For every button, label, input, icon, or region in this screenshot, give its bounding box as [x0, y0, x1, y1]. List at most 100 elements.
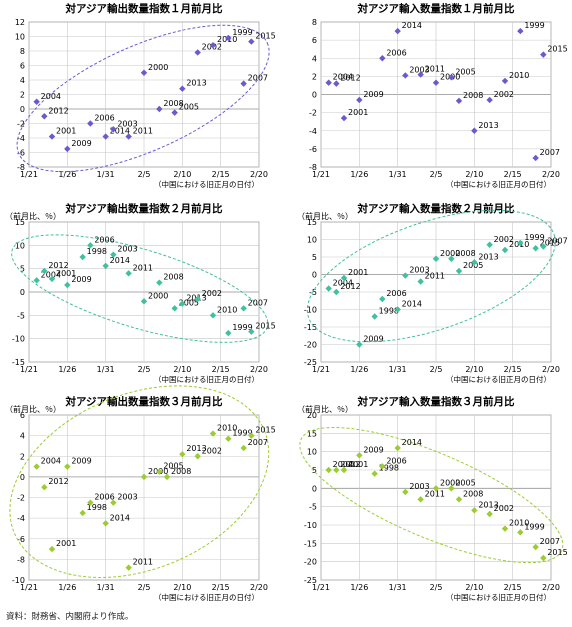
x-axis-caption: （中国における旧正月の日付）	[446, 592, 551, 602]
x-axis-caption: （中国における旧正月の日付）	[446, 374, 551, 384]
point-label: 2002	[494, 90, 514, 99]
data-point	[179, 300, 186, 307]
y-tick-label: -25	[304, 358, 317, 367]
y-tick-label: -4	[309, 127, 317, 136]
data-point	[517, 27, 524, 35]
x-tick-label: 2/20	[250, 583, 268, 592]
data-point	[125, 564, 132, 571]
point-label: 2006	[386, 48, 406, 57]
data-point	[432, 79, 440, 86]
data-point	[448, 255, 455, 262]
x-tick-label: 1/26	[350, 365, 368, 374]
point-label: 2014	[402, 438, 422, 447]
point-label: 2003	[117, 493, 137, 502]
data-point	[248, 328, 255, 335]
data-point	[102, 262, 109, 270]
chart-title: 対アジア輸出数量指数３月前月比	[64, 395, 223, 408]
y-tick-label: -15	[304, 539, 317, 548]
point-label: 2015	[540, 238, 560, 247]
data-point	[402, 72, 409, 79]
point-label: 2003	[409, 482, 429, 491]
data-point	[225, 34, 232, 42]
point-label: 2004	[333, 73, 353, 82]
y-tick-label: -8	[17, 555, 25, 564]
x-tick-label: 2/20	[542, 170, 560, 179]
point-label: 2005	[179, 103, 199, 112]
point-label: 2008	[463, 91, 483, 100]
y-tick-label: 10	[15, 241, 25, 250]
data-point	[156, 105, 163, 113]
x-tick-label: 1/21	[20, 583, 38, 592]
x-tick-label: 1/31	[389, 583, 407, 592]
data-point	[33, 277, 40, 284]
point-label: 2000	[440, 249, 460, 258]
y-tick-label: -15	[304, 323, 317, 332]
source-note: 資料：財務省、内閣府より作成。	[6, 612, 134, 622]
data-point	[64, 145, 71, 153]
point-label: 2007	[547, 237, 567, 246]
trend-ellipse	[16, 24, 270, 173]
point-label: 2011	[425, 489, 445, 498]
y-tick-label: 2	[20, 91, 25, 100]
data-point	[325, 79, 332, 86]
y-tick-label: 0	[312, 91, 317, 100]
x-tick-label: 2/20	[250, 170, 268, 179]
data-point	[171, 305, 178, 312]
data-point	[102, 133, 109, 140]
point-label: 2014	[402, 300, 422, 309]
point-label: 2005	[455, 67, 475, 76]
data-point	[64, 281, 71, 289]
data-point	[325, 285, 332, 292]
chart-title: 対アジア輸出数量指数１月前月比	[64, 2, 223, 15]
x-tick-label: 1/31	[97, 170, 115, 179]
data-point	[379, 295, 386, 303]
point-label: 2001	[56, 269, 76, 278]
x-tick-label: 2/20	[542, 365, 560, 374]
point-label: 2011	[133, 558, 153, 567]
x-axis-caption: （中国における旧正月の日付）	[154, 179, 259, 189]
data-point	[48, 275, 56, 283]
y-tick-label: 0	[312, 271, 317, 280]
x-tick-label: 2/10	[173, 170, 191, 179]
data-point	[471, 259, 478, 266]
y-tick-label: 4	[20, 76, 25, 85]
chart-title: 対アジア輸入数量指数２月前月比	[356, 202, 515, 215]
chart-panel-3: 対アジア輸出数量指数２月前月比（前月比、％） -15 -10 -5 0 5 10 15 1/21…	[5, 202, 276, 384]
y-tick-label: 5	[20, 265, 25, 274]
data-point	[325, 466, 332, 474]
y-tick-label: 20	[307, 411, 317, 420]
x-tick-label: 1/21	[20, 365, 38, 374]
point-label: 2007	[248, 438, 268, 447]
y-tick-label: 0	[20, 288, 25, 297]
y-tick-label: -20	[304, 558, 317, 567]
x-tick-label: 1/26	[58, 170, 76, 179]
y-tick-label: 10	[15, 33, 25, 42]
x-tick-label: 2/15	[504, 583, 522, 592]
point-label: 2011	[425, 65, 445, 74]
point-label: 2003	[117, 119, 137, 128]
y-tick-label: -10	[12, 576, 25, 585]
data-point	[209, 312, 217, 319]
data-point	[194, 295, 201, 303]
data-point	[402, 272, 409, 279]
y-tick-label: 10	[307, 236, 317, 245]
point-label: 2012	[340, 460, 360, 469]
y-tick-label: -15	[12, 358, 25, 367]
x-tick-label: 2/5	[138, 583, 151, 592]
point-label: 2007	[248, 298, 268, 307]
x-tick-label: 2/5	[138, 170, 151, 179]
point-label: 2015	[255, 322, 275, 331]
trend-ellipse	[9, 385, 270, 578]
data-point	[79, 253, 86, 261]
x-tick-label: 2/15	[212, 583, 230, 592]
point-label: 2006	[94, 235, 114, 244]
point-label: 2001	[348, 268, 368, 277]
point-label: 2004	[41, 92, 61, 101]
point-label: 2003	[117, 245, 137, 254]
data-point	[48, 545, 56, 553]
data-point	[501, 246, 509, 254]
data-point	[41, 483, 48, 491]
point-label: 2012	[48, 261, 68, 270]
point-label: 2002	[202, 289, 222, 298]
